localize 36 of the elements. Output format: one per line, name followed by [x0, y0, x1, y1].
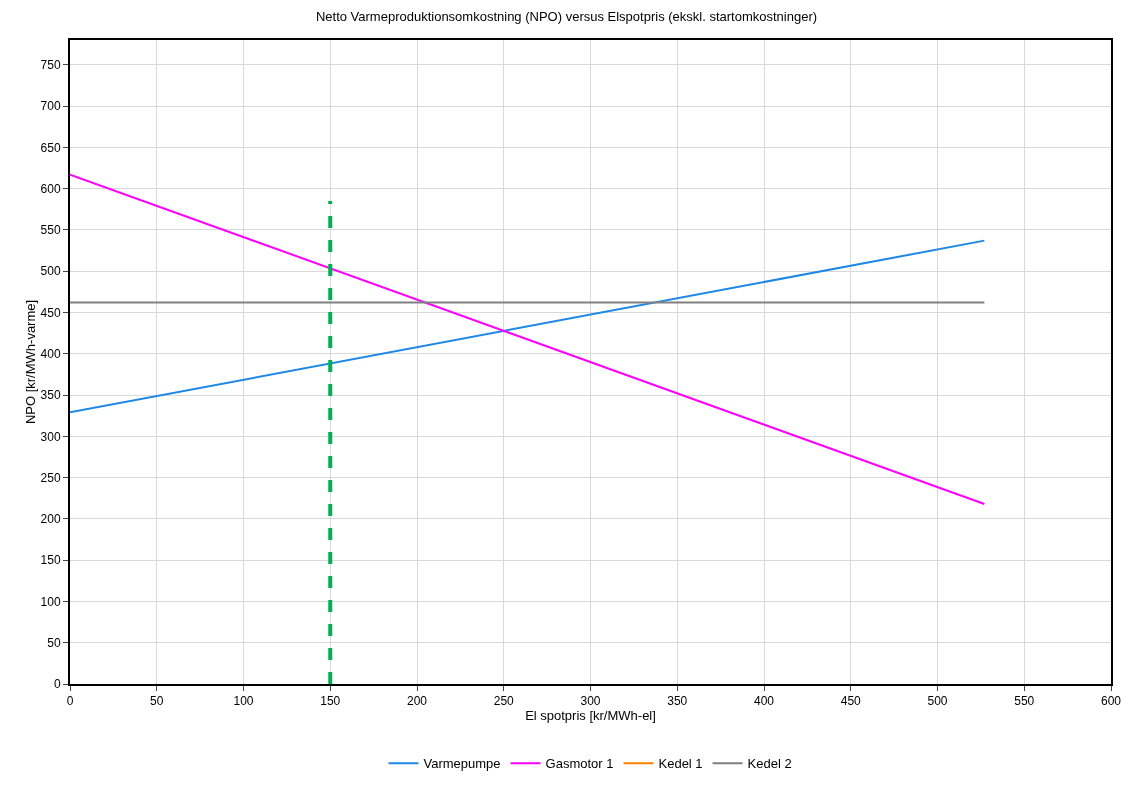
- x-tick-label: 250: [493, 694, 515, 709]
- chart-title: Netto Varmeproduktionsomkostning (NPO) versus Elspotpris (ekskl. startomkostninger): [315, 8, 818, 24]
- y-tick-label: 50: [47, 635, 61, 650]
- y-tick-label: 450: [40, 305, 61, 320]
- x-tick-label: 400: [753, 694, 775, 709]
- x-tick-label: 100: [233, 694, 254, 709]
- x-tick-label: 550: [1014, 694, 1035, 709]
- x-tick-label: 350: [667, 694, 688, 709]
- x-tick-label: 50: [150, 694, 164, 709]
- y-tick-label: 550: [40, 223, 61, 238]
- y-tick-label: 300: [40, 429, 61, 444]
- y-tick-label: 200: [40, 512, 61, 527]
- x-tick-label: 500: [927, 694, 948, 709]
- y-tick-label: 600: [40, 181, 61, 196]
- y-axis-title: NPO [kr/MWh-varme]: [23, 299, 39, 425]
- y-tick-label: 750: [40, 57, 61, 72]
- legend-label: Kedel 1: [658, 756, 703, 772]
- x-tick-label: 600: [1100, 694, 1122, 709]
- x-tick-label: 300: [580, 694, 601, 709]
- y-tick-label: 150: [40, 553, 61, 568]
- y-tick-label: 400: [40, 346, 61, 361]
- x-tick-label: 150: [320, 694, 341, 709]
- y-tick-label: 250: [40, 470, 61, 485]
- legend-label: Gasmotor 1: [545, 756, 614, 772]
- y-tick-label: 700: [40, 99, 61, 114]
- y-tick-label: 650: [40, 140, 61, 155]
- x-tick-label: 450: [840, 694, 862, 709]
- x-tick-label: 0: [66, 694, 74, 709]
- legend-label: Varmepumpe: [423, 756, 501, 772]
- y-tick-label: 500: [40, 264, 61, 279]
- y-tick-label: 0: [53, 677, 61, 692]
- y-tick-label: 100: [40, 594, 61, 609]
- x-axis-title: El spotpris [kr/MWh-el]: [525, 708, 656, 724]
- y-tick-label: 350: [40, 388, 61, 403]
- x-tick-label: 200: [406, 694, 428, 709]
- legend-label: Kedel 2: [747, 756, 792, 772]
